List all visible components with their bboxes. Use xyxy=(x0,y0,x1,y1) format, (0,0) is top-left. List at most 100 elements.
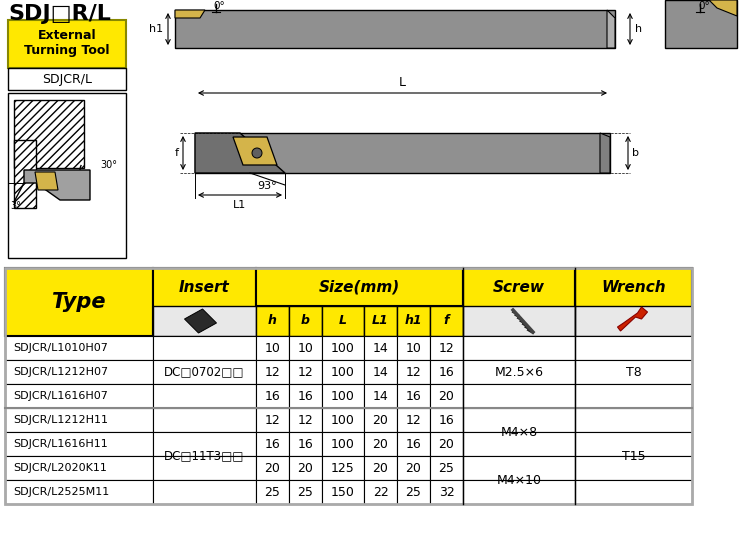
Text: 20: 20 xyxy=(373,461,388,474)
Text: M4×10: M4×10 xyxy=(496,474,542,487)
Bar xyxy=(289,480,322,504)
Text: 3°: 3° xyxy=(10,201,21,211)
Bar xyxy=(8,20,126,68)
Bar xyxy=(397,480,430,504)
Bar xyxy=(322,432,364,456)
Polygon shape xyxy=(175,10,205,18)
Text: T8: T8 xyxy=(626,365,641,378)
Text: 14: 14 xyxy=(373,389,388,402)
Bar xyxy=(289,456,322,480)
Text: 16: 16 xyxy=(298,437,314,450)
Text: 10: 10 xyxy=(265,341,280,354)
Bar xyxy=(463,432,575,456)
Bar xyxy=(5,432,153,456)
Bar xyxy=(430,456,463,480)
Bar xyxy=(256,384,289,408)
Text: 20: 20 xyxy=(265,461,280,474)
Bar xyxy=(289,336,322,360)
Bar xyxy=(575,480,692,504)
Text: 150: 150 xyxy=(331,485,355,498)
Bar xyxy=(153,268,256,336)
Bar xyxy=(364,360,397,384)
Bar xyxy=(463,360,575,384)
Text: 25: 25 xyxy=(298,485,314,498)
Text: h1: h1 xyxy=(148,24,163,34)
Text: 20: 20 xyxy=(439,389,454,402)
Text: SDJCR/L2020K11: SDJCR/L2020K11 xyxy=(13,463,106,473)
Text: 100: 100 xyxy=(331,413,355,426)
Text: Size(mm): Size(mm) xyxy=(319,280,400,295)
Bar xyxy=(256,432,289,456)
Bar xyxy=(5,268,153,336)
Bar xyxy=(430,384,463,408)
Bar xyxy=(397,336,430,360)
Bar xyxy=(430,336,463,360)
Bar xyxy=(5,456,153,480)
Text: SDJCR/L1616H07: SDJCR/L1616H07 xyxy=(13,391,108,401)
Bar xyxy=(153,408,256,432)
Bar xyxy=(463,306,575,336)
Text: SDJCR/L2525M11: SDJCR/L2525M11 xyxy=(13,487,110,497)
Bar xyxy=(575,336,692,360)
Bar xyxy=(153,336,256,360)
Bar xyxy=(14,100,84,168)
Bar xyxy=(256,408,289,432)
Bar xyxy=(5,336,153,360)
Bar xyxy=(322,456,364,480)
Bar xyxy=(322,360,364,384)
Bar xyxy=(5,480,153,504)
Polygon shape xyxy=(184,309,217,333)
Circle shape xyxy=(252,148,262,158)
Polygon shape xyxy=(607,10,615,48)
Bar xyxy=(397,408,430,432)
Polygon shape xyxy=(35,172,58,190)
Bar xyxy=(463,268,575,336)
Text: h1: h1 xyxy=(405,315,422,328)
Text: SDJCR/L1212H07: SDJCR/L1212H07 xyxy=(13,367,108,377)
Bar xyxy=(575,360,692,384)
Bar xyxy=(397,360,430,384)
Bar xyxy=(256,456,289,480)
Text: L1: L1 xyxy=(372,315,388,328)
Bar xyxy=(14,140,36,208)
Text: 16: 16 xyxy=(265,389,280,402)
Text: f: f xyxy=(444,315,449,328)
Bar xyxy=(5,360,153,384)
Polygon shape xyxy=(600,133,610,173)
Bar xyxy=(322,480,364,504)
Text: 20: 20 xyxy=(406,461,422,474)
Bar xyxy=(463,336,575,360)
Bar xyxy=(430,360,463,384)
Text: 125: 125 xyxy=(332,461,355,474)
Polygon shape xyxy=(709,0,737,16)
Text: 20: 20 xyxy=(373,437,388,450)
Text: M4×8: M4×8 xyxy=(500,426,538,439)
Bar xyxy=(575,306,692,336)
Text: External
Turning Tool: External Turning Tool xyxy=(24,29,109,57)
Text: M2.5×6: M2.5×6 xyxy=(494,365,544,378)
Text: 12: 12 xyxy=(298,413,314,426)
Text: 25: 25 xyxy=(406,485,422,498)
Bar xyxy=(463,408,575,432)
Bar xyxy=(289,432,322,456)
Text: 22: 22 xyxy=(373,485,388,498)
Bar xyxy=(256,360,289,384)
Bar xyxy=(289,360,322,384)
Polygon shape xyxy=(24,170,90,200)
Bar xyxy=(256,336,289,360)
Text: 12: 12 xyxy=(265,365,280,378)
Text: 100: 100 xyxy=(331,365,355,378)
Bar xyxy=(575,456,692,480)
Text: Type: Type xyxy=(53,292,106,312)
Text: 20: 20 xyxy=(373,413,388,426)
Text: Wrench: Wrench xyxy=(602,280,666,295)
Polygon shape xyxy=(617,307,647,331)
Text: 16: 16 xyxy=(439,365,454,378)
Text: SDJCR/L1212H11: SDJCR/L1212H11 xyxy=(13,415,108,425)
Bar xyxy=(153,480,256,504)
Text: 12: 12 xyxy=(298,365,314,378)
Text: 0°: 0° xyxy=(698,1,709,11)
Bar xyxy=(153,306,256,336)
Bar xyxy=(430,306,463,336)
Bar xyxy=(153,360,256,384)
